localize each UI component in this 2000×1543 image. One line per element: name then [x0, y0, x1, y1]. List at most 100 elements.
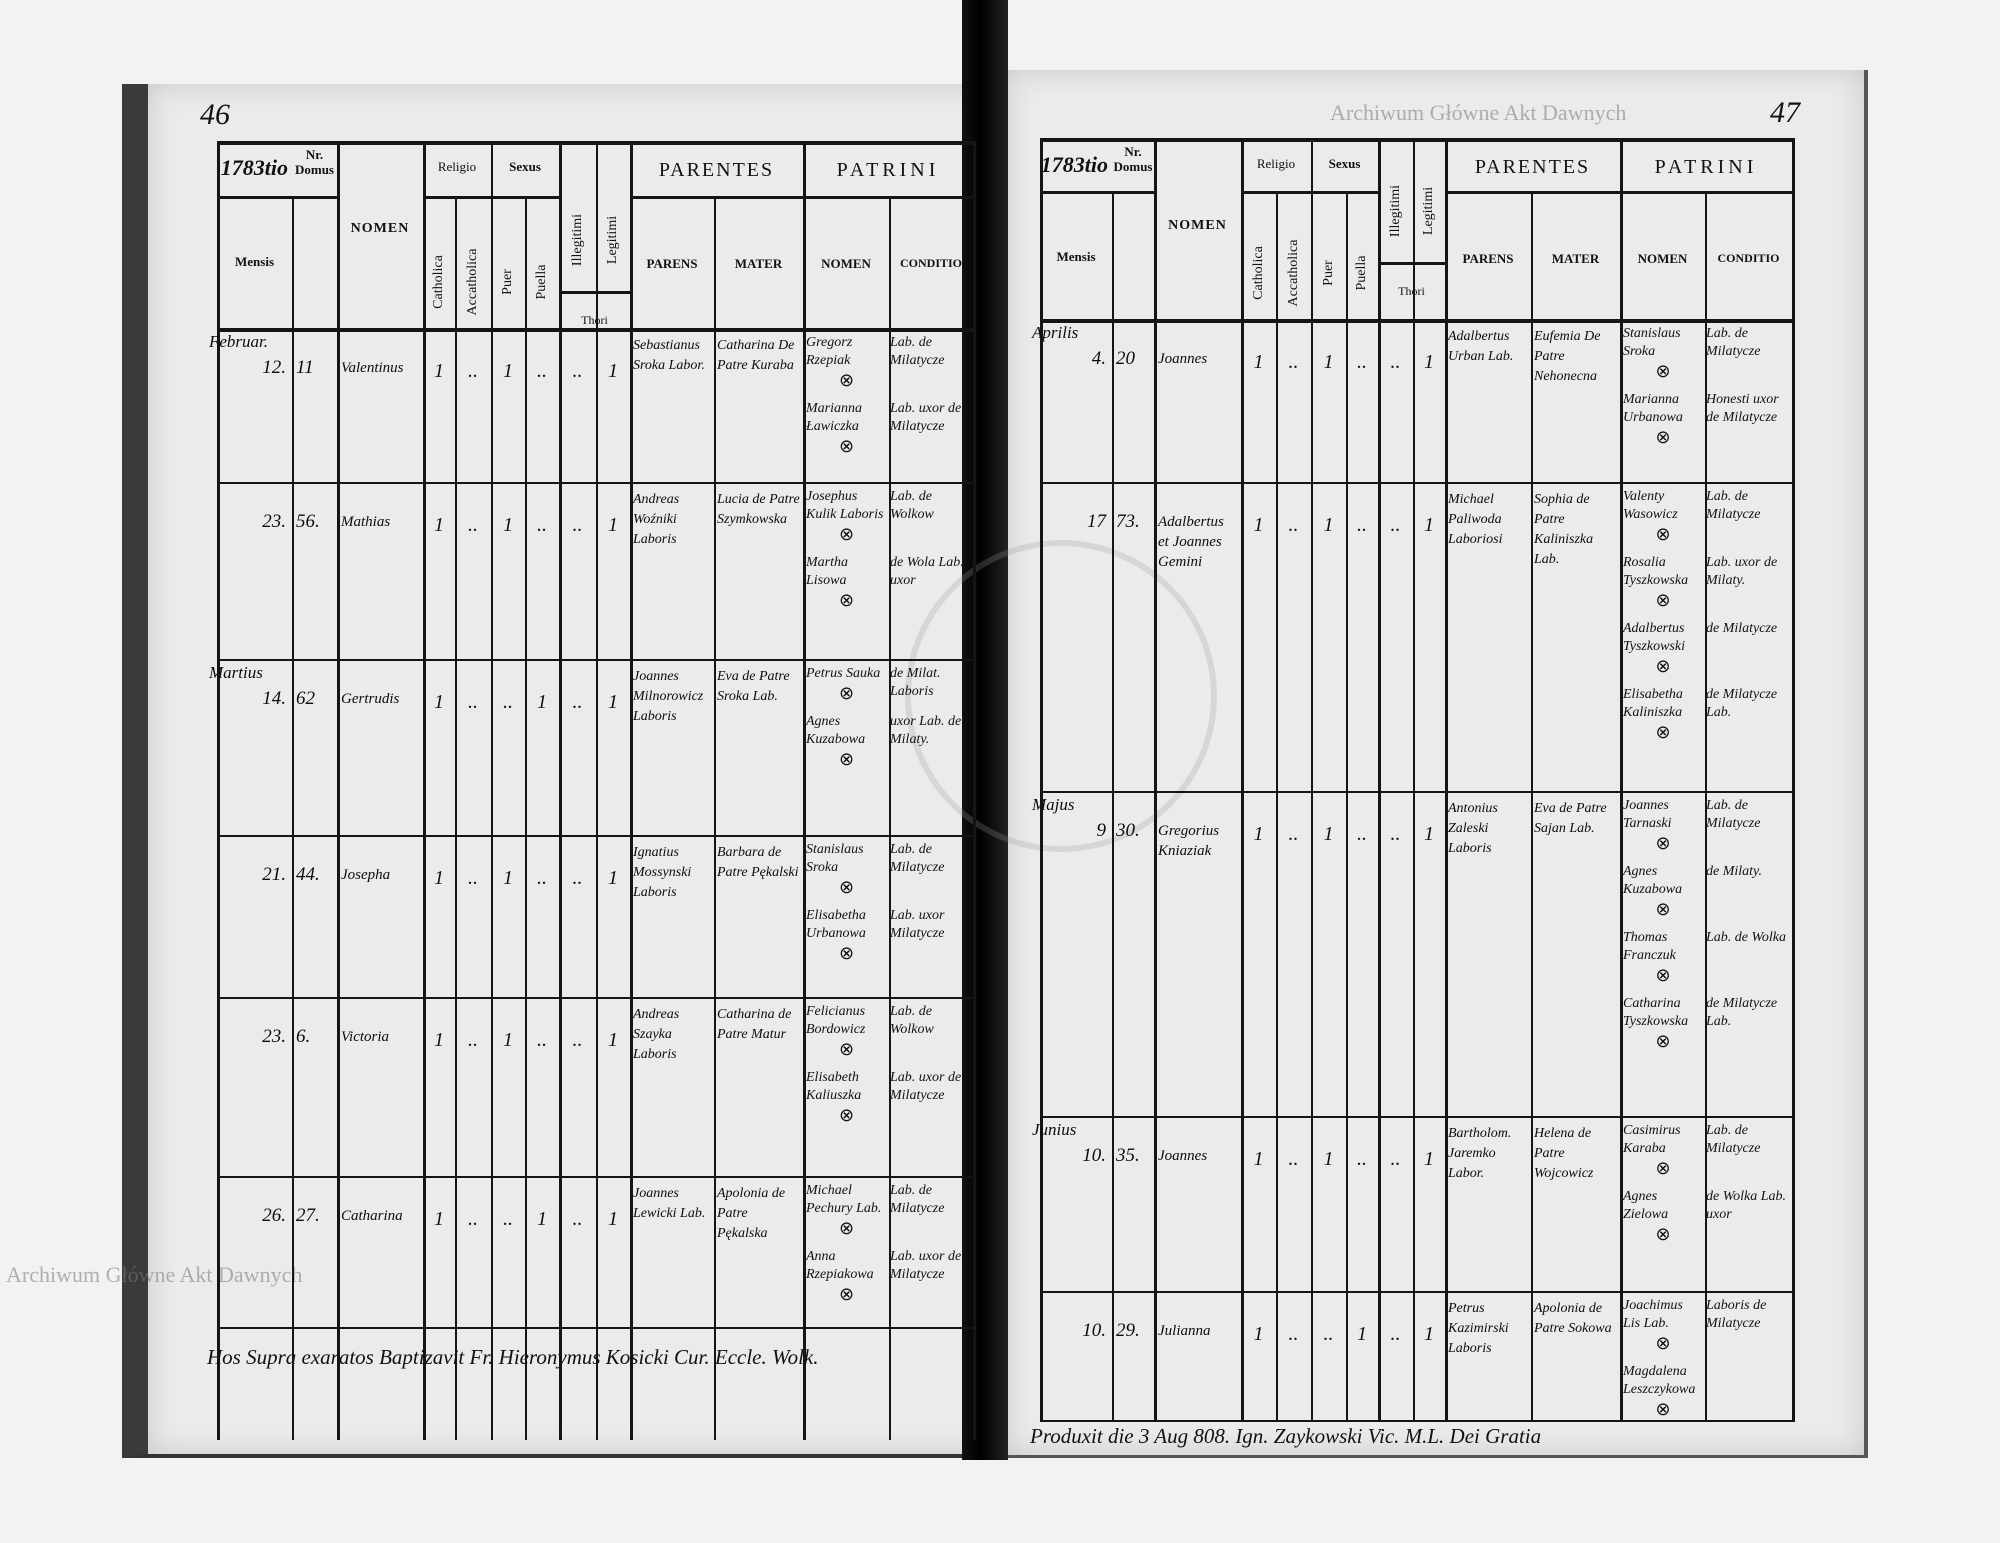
- status-mark: 1: [1424, 1148, 1434, 1170]
- mother-name: Apolonia de Patre Pękalska: [717, 1186, 786, 1241]
- conditio-header: CONDITIO: [899, 256, 962, 270]
- father-name: Bartholom. Jaremko Labor.: [1448, 1126, 1512, 1181]
- status-mark: ..: [1390, 1148, 1401, 1170]
- day-number: 23.: [262, 511, 286, 532]
- godparent-condition: Laboris de Milatycze: [1706, 1298, 1767, 1331]
- day-number: 23.: [262, 1026, 286, 1047]
- godparent-entry: Magdalena Leszczykowa ⊗: [1620, 1363, 1792, 1419]
- godparent-entry: Elisabetha Urbanowa ⊗ Lab. uxor Milatycze: [803, 907, 973, 963]
- status-mark: 1: [1253, 823, 1264, 845]
- patrini-nomen-header: NOMEN: [821, 256, 871, 271]
- rule-line: [1040, 1291, 1792, 1293]
- signature-cross-icon: ⊗: [838, 1105, 855, 1125]
- month-label: Martius: [209, 663, 263, 682]
- mensis-header: Mensis: [1056, 249, 1096, 264]
- religio-header: Religio: [437, 159, 477, 174]
- nomen-header: NOMEN: [350, 221, 410, 236]
- signature-cross-icon: ⊗: [838, 1039, 855, 1059]
- status-mark: 1: [608, 867, 618, 889]
- signature-cross-icon: ⊗: [1655, 590, 1671, 610]
- puella-header: Puella: [534, 264, 549, 300]
- rule-line: [217, 482, 973, 484]
- godparent-entry: Michael Pechury Lab. ⊗ Lab. de Milatycze: [803, 1182, 973, 1238]
- puer-header: Puer: [500, 269, 515, 295]
- day-number: 14.: [262, 688, 286, 709]
- rule-line: [217, 328, 973, 332]
- house-number: 73.: [1116, 511, 1140, 532]
- patrini-header: PATRINI: [836, 159, 940, 181]
- house-number: 44.: [296, 864, 320, 885]
- godparent-name: Magdalena Leszczykowa ⊗: [1620, 1363, 1703, 1419]
- patrini-header: PATRINI: [1654, 156, 1758, 178]
- column-line: [1241, 138, 1244, 1422]
- status-mark: ..: [572, 867, 583, 889]
- godparent-name: Agnes Kuzabowa ⊗: [803, 713, 887, 769]
- signature-cross-icon: ⊗: [1655, 427, 1671, 447]
- godparent-condition: de Milat. Laboris: [890, 666, 941, 699]
- legitimi-header: Legitimi: [605, 215, 620, 265]
- catholica-header: Catholica: [431, 255, 446, 309]
- column-line: [630, 141, 633, 1440]
- signature-cross-icon: ⊗: [838, 943, 855, 963]
- column-line: [1346, 191, 1348, 1422]
- thori-header: Thori: [581, 313, 608, 327]
- parentes-header: PARENTES: [658, 159, 775, 181]
- signature-cross-icon: ⊗: [1655, 722, 1671, 742]
- signature-cross-icon: ⊗: [838, 683, 855, 703]
- godparent-name-text: Felicianus Bordowicz: [806, 1004, 866, 1037]
- status-mark: 1: [434, 867, 444, 889]
- illegitimi-header: Illegitimi: [569, 213, 585, 267]
- day-number: 10.: [1082, 1320, 1106, 1341]
- godparent-entry: Joachimus Lis Lab. ⊗ Laboris de Milatycze: [1620, 1297, 1792, 1353]
- godparent-name-text: Adalbertus Tyszkowski: [1623, 621, 1685, 654]
- godparent-name: Valenty Wasowicz ⊗: [1620, 488, 1703, 544]
- status-mark: ..: [572, 514, 583, 536]
- column-line: [1112, 191, 1114, 1422]
- illegitimi-header: Illegitimi: [1387, 184, 1403, 238]
- status-mark: 1: [434, 514, 444, 536]
- signature-cross-icon: ⊗: [1655, 1031, 1671, 1051]
- child-name: Valentinus: [341, 360, 404, 376]
- godparent-name-text: Elisabetha Kaliniszka: [1623, 687, 1683, 720]
- month-label: Junius: [1032, 1120, 1077, 1139]
- status-mark: 1: [1253, 1148, 1264, 1170]
- godparent-condition: Lab. uxor de Milatycze: [890, 1249, 962, 1282]
- child-name: Adalbertus et Joannes Gemini: [1158, 514, 1224, 570]
- mother-name: Eufemia De Patre Nehonecna: [1534, 329, 1601, 384]
- godparent-name-text: Josephus Kulik Laboris: [806, 489, 884, 522]
- mother-name: Lucia de Patre Szymkowska: [717, 492, 800, 527]
- column-line: [292, 196, 294, 1440]
- godparent-entry: Anna Rzepiakowa ⊗ Lab. uxor de Milatycze: [803, 1248, 973, 1304]
- status-mark: 1: [608, 1029, 618, 1051]
- archive-watermark-top: Archiwum Główne Akt Dawnych: [1330, 100, 1627, 125]
- column-line: [1413, 138, 1415, 1422]
- status-mark: 1: [537, 691, 547, 713]
- page-number-right: 47: [1770, 96, 1800, 129]
- rule-line: [1445, 191, 1792, 194]
- column-line: [1040, 138, 1043, 1422]
- godparent-name: Michael Pechury Lab. ⊗: [803, 1182, 887, 1238]
- column-line: [1378, 138, 1381, 1422]
- godparent-name: Adalbertus Tyszkowski ⊗: [1620, 620, 1703, 676]
- godparent-condition: Lab. de Wolkow: [890, 1004, 934, 1037]
- godparents-list: Joachimus Lis Lab. ⊗ Laboris de Milatycze M…: [1620, 1297, 1792, 1419]
- column-line: [1445, 138, 1448, 1422]
- thori-header: Thori: [1398, 284, 1425, 298]
- godparents-list: Josephus Kulik Laboris ⊗ Lab. de Wolkow Mar…: [803, 488, 973, 610]
- parens-header: PARENS: [646, 256, 698, 271]
- status-mark: ..: [468, 1029, 478, 1051]
- column-line: [1154, 138, 1157, 1422]
- day-number: 10.: [1082, 1145, 1106, 1166]
- godparent-condition: Lab. de Milatycze: [1706, 798, 1761, 831]
- status-mark: 1: [608, 1208, 618, 1230]
- godparent-entry: Elisabeth Kaliuszka ⊗ Lab. uxor de Milatyc…: [803, 1069, 973, 1125]
- status-mark: 1: [1424, 514, 1434, 536]
- rule-line: [1040, 1116, 1792, 1118]
- signature-cross-icon: ⊗: [1655, 899, 1671, 919]
- godparent-condition: Lab. de Wolka: [1706, 930, 1786, 945]
- godparent-entry: Rosalia Tyszkowska ⊗ Lab. uxor de Milaty.: [1620, 554, 1792, 610]
- status-mark: 1: [608, 691, 618, 713]
- child-name: Julianna: [1158, 1323, 1211, 1339]
- father-name: Antonius Zaleski Laboris: [1448, 801, 1498, 856]
- godparents-list: Joannes Tarnaski ⊗ Lab. de Milatycze Agnes …: [1620, 797, 1792, 1051]
